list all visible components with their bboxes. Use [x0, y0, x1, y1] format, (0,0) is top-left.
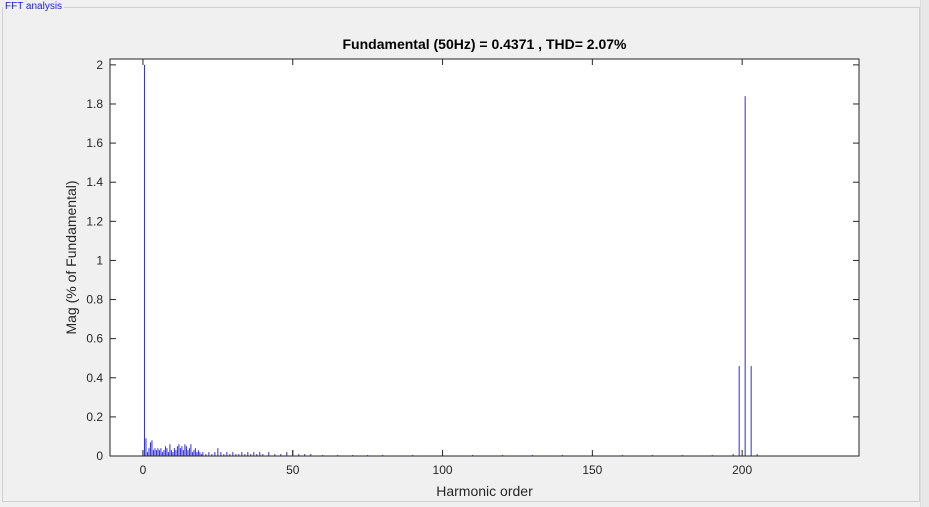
y-tick-label: 1.4: [86, 175, 103, 189]
y-tick-label: 2: [96, 58, 103, 72]
x-tick-label: 50: [286, 463, 300, 477]
bars-group: [142, 64, 758, 456]
y-tick-label: 1: [96, 253, 103, 267]
plot-box: [109, 58, 860, 457]
x-axis-label: Harmonic order: [436, 483, 533, 499]
y-tick-label: 0.4: [86, 371, 103, 385]
y-tick-label: 0.6: [86, 332, 103, 346]
y-tick-label: 1.2: [86, 214, 103, 228]
chart-title: Fundamental (50Hz) = 0.4371 , THD= 2.07%: [343, 36, 628, 52]
x-tick-label: 0: [140, 463, 147, 477]
x-tick-label: 200: [732, 463, 752, 477]
panel-title: FFT analysis: [3, 0, 65, 13]
y-tick-label: 0.2: [86, 410, 103, 424]
axes-group: 0 50 100 150 200 0 0.2 0.4 0.6 0.8 1 1.2 1.4 1.6 1.8 2: [86, 58, 860, 477]
y-tick-label: 0.8: [86, 293, 103, 307]
vertical-scrollbar[interactable]: [920, 0, 929, 507]
y-tick-label: 1.6: [86, 136, 103, 150]
y-axis-label: Mag (% of Fundamental): [63, 180, 79, 334]
panel-border: [2, 7, 920, 502]
y-tick-label: 1.8: [86, 97, 103, 111]
x-tick-label: 100: [433, 463, 453, 477]
plot-area: [110, 59, 859, 456]
x-tick-label: 150: [582, 463, 602, 477]
y-tick-label: 0: [96, 449, 103, 463]
